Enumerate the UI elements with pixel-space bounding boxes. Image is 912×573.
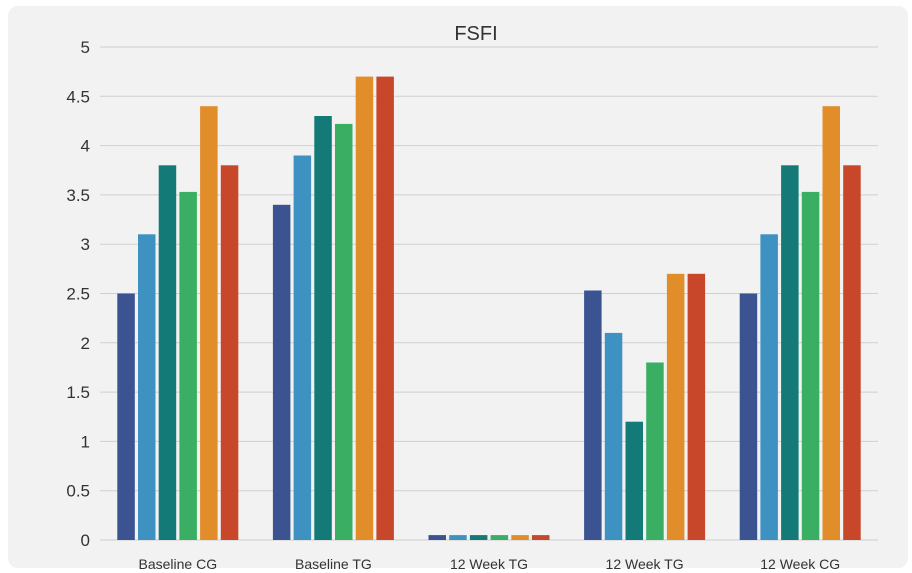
x-axis-categories: Baseline CG Baseline TG 12 Week TG 12 Week … [139, 556, 841, 572]
y-tick-label: 3 [81, 235, 90, 254]
y-tick-label: 1 [81, 432, 90, 451]
y-tick-label: 2.5 [66, 285, 90, 304]
bar [179, 191, 197, 540]
y-tick-label: 1.5 [66, 383, 90, 402]
bar [117, 293, 135, 540]
y-tick-label: 4.5 [66, 87, 90, 106]
bar [843, 165, 861, 541]
y-tick-label: 3.5 [66, 186, 90, 205]
bar [200, 106, 218, 540]
x-category-label: 12 Week CG [760, 556, 840, 572]
chart-panel [8, 6, 908, 568]
bar [220, 165, 239, 541]
bar [428, 535, 446, 540]
bar [376, 76, 394, 540]
bar [646, 362, 664, 540]
bar [666, 273, 685, 540]
bars [117, 76, 861, 541]
x-category-label: 12 Week TG [606, 556, 684, 572]
y-tick-label: 2 [81, 334, 90, 353]
y-tick-label: 5 [81, 38, 90, 57]
bar [781, 165, 799, 541]
y-axis-ticks: 0 0.5 1 1.5 2 2.5 3 3.5 4 4.5 5 [66, 38, 90, 550]
bar [469, 535, 488, 540]
x-category-label: Baseline CG [139, 556, 218, 572]
bar [584, 290, 602, 540]
bar [760, 234, 778, 541]
bar [314, 116, 332, 540]
bar [138, 234, 156, 541]
y-tick-label: 0.5 [66, 482, 90, 501]
bar [687, 273, 706, 540]
bar [158, 165, 177, 541]
bar [801, 191, 820, 540]
bar [625, 421, 643, 540]
bar [355, 76, 374, 540]
bar [490, 535, 509, 540]
x-category-label: 12 Week TG [450, 556, 528, 572]
bar [822, 106, 840, 540]
chart-title: FSFI [454, 23, 497, 45]
bar [272, 204, 291, 541]
y-tick-label: 4 [81, 137, 90, 156]
x-category-label: Baseline TG [295, 556, 372, 572]
bar [335, 123, 353, 541]
bar [511, 535, 529, 540]
bar [293, 155, 312, 540]
bar [449, 535, 467, 540]
bar [604, 332, 623, 540]
bar [739, 293, 758, 540]
bar [532, 535, 550, 540]
y-tick-label: 0 [81, 531, 90, 550]
